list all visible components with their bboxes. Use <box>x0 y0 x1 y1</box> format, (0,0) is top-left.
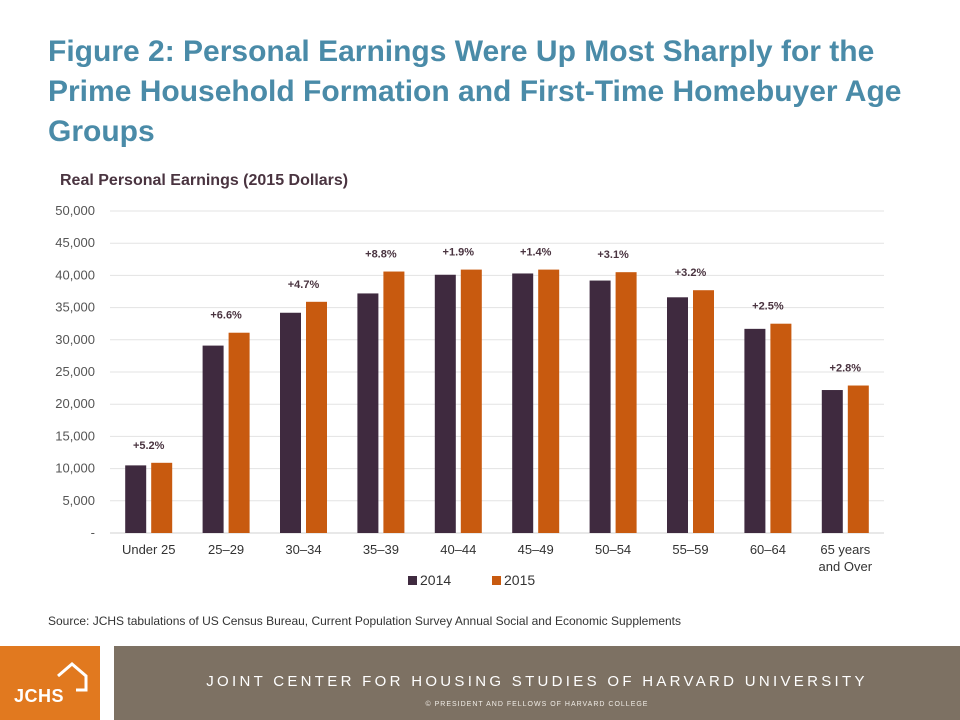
change-label: +3.2% <box>675 267 707 279</box>
bar-2015-1 <box>228 332 250 533</box>
change-label: +1.9% <box>443 247 475 259</box>
bar-2015-7 <box>693 290 714 533</box>
bar-2014-5 <box>512 273 534 533</box>
bar-2015-3 <box>383 271 405 533</box>
legend-label: 2015 <box>504 572 535 588</box>
footer-copyright: © PRESIDENT AND FELLOWS OF HARVARD COLLE… <box>425 701 649 708</box>
bar-2015-6 <box>615 272 637 533</box>
y-tick-label: 25,000 <box>55 364 95 379</box>
x-tick-label: 25–29 <box>208 542 244 557</box>
bar-2014-2 <box>280 312 301 533</box>
bar-2014-4 <box>434 274 456 533</box>
bar-2014-7 <box>667 297 688 533</box>
y-tick-label: 40,000 <box>55 267 95 282</box>
x-tick-label: 65 years and Over <box>819 542 873 574</box>
x-tick-label: 50–54 <box>595 542 631 557</box>
bar-2014-9 <box>821 390 843 533</box>
bar-2014-1 <box>202 345 224 533</box>
logo-text: JCHS <box>14 686 65 706</box>
y-tick-label: 50,000 <box>55 203 95 218</box>
bar-2014-6 <box>589 280 611 533</box>
page-title: Figure 2: Personal Earnings Were Up Most… <box>48 35 902 148</box>
x-tick-label: 60–64 <box>750 542 786 557</box>
bar-chart: - 5,000 10,000 15,000 20,000 25,000 30,000 35,0… <box>55 203 884 588</box>
bar-2015-8 <box>770 323 792 533</box>
legend-swatch-2014 <box>408 576 417 585</box>
y-tick-label: 35,000 <box>55 300 95 315</box>
y-tick-label: 5,000 <box>62 493 95 508</box>
x-tick-label: 30–34 <box>285 542 321 557</box>
change-label: +1.4% <box>520 247 552 259</box>
y-tick-label: 30,000 <box>55 332 95 347</box>
x-tick-label: 40–44 <box>440 542 476 557</box>
legend-label: 2014 <box>420 572 451 588</box>
source-note: Source: JCHS tabulations of US Census Bu… <box>48 614 682 628</box>
x-tick-label: 55–59 <box>672 542 708 557</box>
y-tick-label: - <box>91 525 95 540</box>
bar-2014-0 <box>125 465 147 533</box>
house-icon <box>57 662 88 692</box>
change-label: +2.8% <box>830 363 862 375</box>
change-label: +8.8% <box>365 249 397 261</box>
x-tick-label: 35–39 <box>363 542 399 557</box>
change-label: +3.1% <box>597 249 629 261</box>
bar-2015-5 <box>538 269 560 533</box>
chart-title: Real Personal Earnings (2015 Dollars) <box>60 172 349 189</box>
change-label: +2.5% <box>752 301 784 313</box>
y-tick-label: 20,000 <box>55 396 95 411</box>
bar-2014-3 <box>357 293 379 533</box>
footer-org-name: JOINT CENTER FOR HOUSING STUDIES OF HARV… <box>206 673 868 690</box>
x-tick-label: 45–49 <box>518 542 554 557</box>
bar-2015-4 <box>460 269 482 533</box>
change-label: +4.7% <box>288 279 320 291</box>
x-tick-label: Under 25 <box>122 542 175 557</box>
bar-2015-0 <box>151 462 173 533</box>
bar-2015-2 <box>306 301 327 533</box>
bar-2015-9 <box>847 385 869 533</box>
jchs-logo: JCHS <box>0 646 100 720</box>
bar-2014-8 <box>744 328 766 533</box>
footer-bar: JOINT CENTER FOR HOUSING STUDIES OF HARV… <box>114 646 960 720</box>
change-label: +6.6% <box>210 310 242 322</box>
y-tick-label: 45,000 <box>55 235 95 250</box>
y-tick-label: 10,000 <box>55 461 95 476</box>
legend-swatch-2015 <box>492 576 501 585</box>
y-tick-label: 15,000 <box>55 428 95 443</box>
change-label: +5.2% <box>133 440 165 452</box>
